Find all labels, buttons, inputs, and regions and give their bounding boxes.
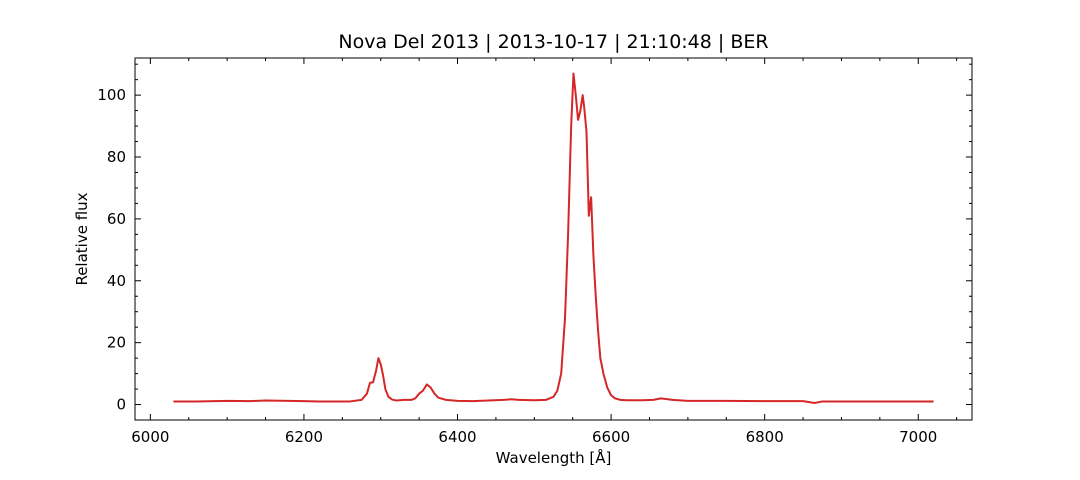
y-tick-label: 100 (97, 86, 126, 104)
flux-line (173, 72, 934, 404)
x-tick-label: 6400 (438, 428, 476, 446)
x-tick-label: 7000 (899, 428, 937, 446)
y-tick-label: 0 (116, 396, 126, 414)
x-tick-label: 6200 (285, 428, 323, 446)
x-tick-label: 6000 (131, 428, 169, 446)
plot-frame (134, 57, 973, 421)
y-axis-label: Relative flux (73, 192, 91, 285)
y-tick-label: 60 (107, 210, 126, 228)
x-axis-label: Wavelength [Å] (496, 448, 612, 467)
x-tick-label: 6600 (592, 428, 630, 446)
y-tick-label: 40 (107, 272, 126, 290)
y-tick-label: 20 (107, 334, 126, 352)
y-tick-label: 80 (107, 148, 126, 166)
chart-title: Nova Del 2013 | 2013-10-17 | 21:10:48 | … (338, 31, 768, 53)
x-tick-label: 6800 (746, 428, 784, 446)
ticks-layer: 6000 6200 6400 6600 6800 7000 0 20 40 60 80 100 (97, 58, 972, 446)
